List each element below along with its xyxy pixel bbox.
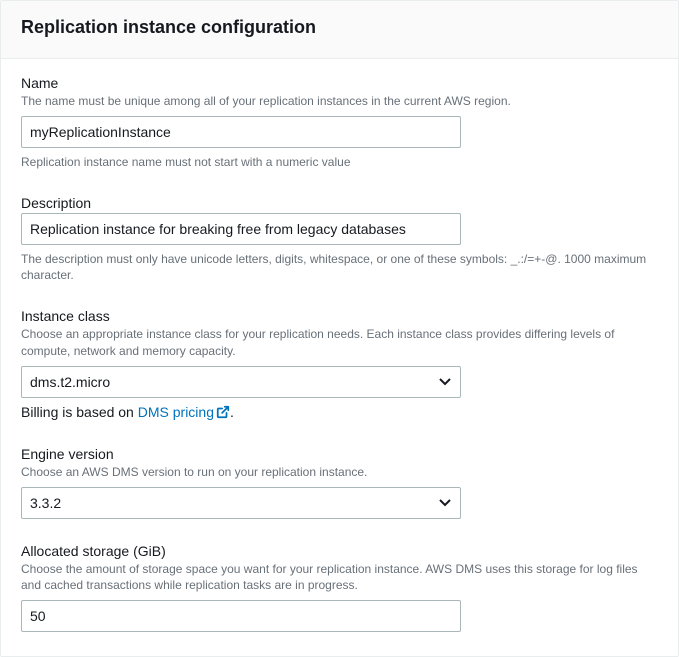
field-allocated-storage: Allocated storage (GiB) Choose the amoun… [21, 543, 658, 633]
instance-class-billing-note: Billing is based on DMS pricing. [21, 404, 658, 422]
config-panel: Replication instance configuration Name … [0, 0, 679, 657]
description-constraint: The description must only have unicode l… [21, 251, 658, 285]
billing-prefix: Billing is based on [21, 404, 138, 420]
engine-version-select[interactable] [21, 487, 461, 519]
field-name: Name The name must be unique among all o… [21, 75, 658, 171]
name-constraint: Replication instance name must not start… [21, 154, 658, 171]
instance-class-select[interactable] [21, 366, 461, 398]
billing-suffix: . [230, 404, 234, 420]
description-input[interactable] [21, 213, 461, 245]
field-engine-version: Engine version Choose an AWS DMS version… [21, 446, 658, 519]
description-label: Description [21, 195, 658, 211]
instance-class-select-wrap [21, 366, 461, 398]
name-input[interactable] [21, 116, 461, 148]
field-instance-class: Instance class Choose an appropriate ins… [21, 308, 658, 422]
engine-version-label: Engine version [21, 446, 658, 462]
engine-version-select-wrap [21, 487, 461, 519]
dms-pricing-link-text: DMS pricing [138, 404, 214, 420]
name-description: The name must be unique among all of you… [21, 93, 658, 110]
allocated-storage-description: Choose the amount of storage space you w… [21, 561, 658, 595]
engine-version-description: Choose an AWS DMS version to run on your… [21, 464, 658, 481]
name-label: Name [21, 75, 658, 91]
external-link-icon [216, 405, 230, 422]
panel-title: Replication instance configuration [21, 17, 658, 38]
instance-class-description: Choose an appropriate instance class for… [21, 326, 658, 360]
allocated-storage-input[interactable] [21, 600, 461, 632]
panel-body: Name The name must be unique among all o… [1, 59, 678, 632]
field-description: Description The description must only ha… [21, 195, 658, 285]
dms-pricing-link[interactable]: DMS pricing [138, 404, 230, 420]
panel-header: Replication instance configuration [1, 1, 678, 59]
instance-class-label: Instance class [21, 308, 658, 324]
allocated-storage-label: Allocated storage (GiB) [21, 543, 658, 559]
